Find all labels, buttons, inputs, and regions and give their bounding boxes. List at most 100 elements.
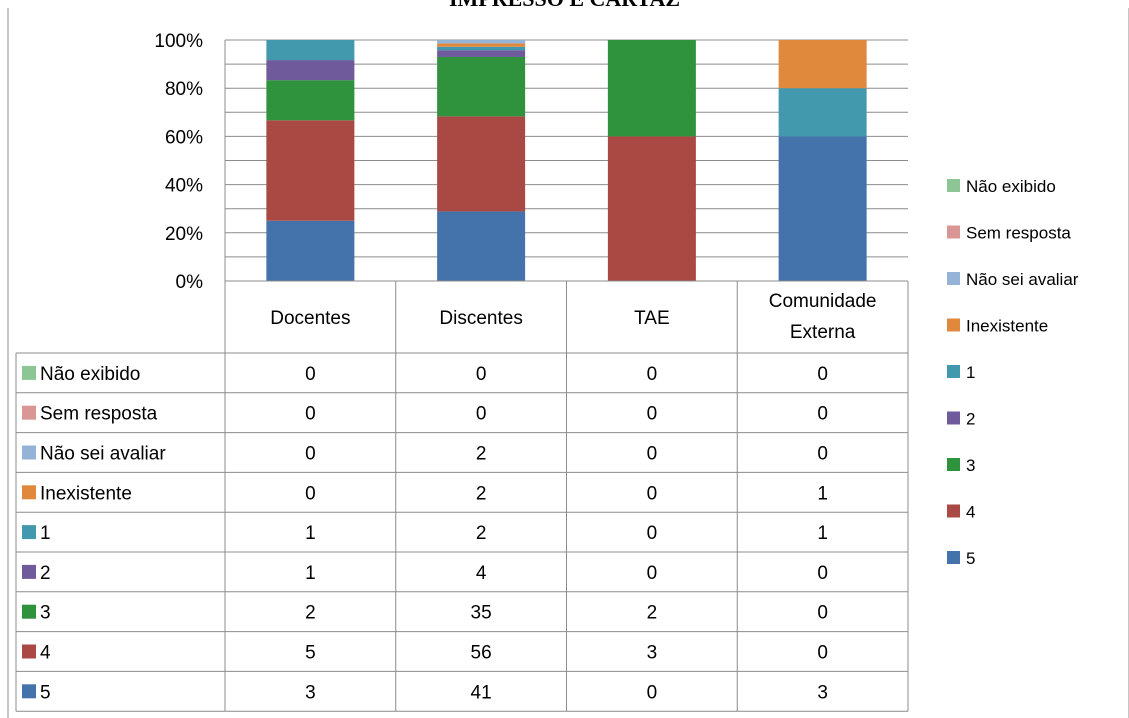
table-cell-value: 0 (817, 643, 828, 664)
table-row-label: 5 (40, 682, 51, 703)
table-row-label: Não exibido (40, 364, 140, 385)
table-cell-value: 1 (817, 483, 828, 504)
table-cell-value: 2 (476, 483, 487, 504)
table-cell-value: 0 (817, 563, 828, 584)
bar-segment (778, 40, 867, 89)
category-label: Docentes (270, 308, 350, 329)
bar-segment (437, 211, 526, 281)
legend-key (947, 458, 960, 471)
table-cell-value: 2 (476, 523, 487, 544)
table-legend-key (22, 405, 36, 420)
bar-segment (437, 46, 526, 51)
legend-label: Não sei avaliar (966, 270, 1079, 289)
bar-segment (437, 40, 526, 44)
chart-title: IMPRESSO E CARTAZ (0, 0, 1129, 12)
y-tick-label: 100% (154, 31, 203, 52)
legend-key (947, 225, 960, 239)
table-cell-value: 0 (647, 444, 658, 465)
table-row-label: Sem resposta (40, 404, 158, 425)
bar-segment (607, 136, 696, 281)
table-legend-key (22, 485, 36, 500)
category-label: TAE (634, 308, 670, 329)
bar-segment (266, 80, 355, 121)
table-legend-key (22, 604, 36, 619)
table-cell-value: 0 (647, 682, 658, 703)
legend-key (947, 551, 960, 564)
table-cell-value: 0 (476, 404, 487, 425)
bar-segment (778, 136, 867, 281)
table-cell-value: 0 (817, 364, 828, 385)
table-legend-key (22, 564, 36, 579)
legend-key (947, 411, 960, 425)
legend-label: 1 (966, 363, 975, 382)
bar-segment (266, 60, 355, 81)
table-cell-value: 0 (647, 483, 658, 504)
legend-key (947, 318, 960, 332)
table-cell-value: 0 (305, 444, 316, 465)
table-cell-value: 0 (817, 404, 828, 425)
table-cell-value: 2 (305, 603, 316, 624)
y-tick-label: 80% (165, 79, 203, 100)
table-cell-value: 0 (647, 563, 658, 584)
table-cell-value: 2 (476, 444, 487, 465)
table-row-label: 4 (40, 643, 51, 664)
bar-segment (266, 220, 355, 281)
table-cell-value: 0 (305, 483, 316, 504)
table-row-label: Inexistente (40, 483, 132, 504)
table-row-label: 1 (40, 523, 51, 544)
table-cell-value: 3 (817, 682, 828, 703)
bar-segment (607, 40, 696, 137)
table-cell-value: 3 (647, 643, 658, 664)
y-tick-label: 40% (165, 176, 203, 197)
table-cell-value: 0 (647, 404, 658, 425)
table-legend-key (22, 445, 36, 460)
table-cell-value: 1 (817, 523, 828, 544)
legend-label: 5 (966, 549, 975, 568)
table-legend-key (22, 525, 36, 540)
y-tick-label: 20% (165, 224, 203, 245)
bar-segment (778, 88, 867, 137)
table-cell-value: 5 (305, 643, 316, 664)
table-cell-value: 1 (305, 523, 316, 544)
legend-label: Não exibido (966, 177, 1056, 196)
bar-segment (437, 43, 526, 47)
bar-segment (266, 120, 355, 221)
table-cell-value: 41 (471, 682, 492, 703)
table-cell-value: 0 (476, 364, 487, 385)
y-tick-label: 0% (176, 272, 204, 293)
table-row-label: 2 (40, 563, 51, 584)
table-legend-key (22, 684, 36, 699)
table-cell-value: 0 (305, 364, 316, 385)
legend-key (947, 365, 960, 378)
table-row-label: Não sei avaliar (40, 444, 166, 465)
table-cell-value: 4 (476, 563, 487, 584)
legend-key (947, 179, 960, 192)
category-label: Externa (790, 322, 856, 343)
table-cell-value: 0 (647, 364, 658, 385)
table-cell-value: 56 (471, 643, 492, 664)
legend-label: 3 (966, 456, 975, 475)
legend-label: 2 (966, 410, 975, 429)
bar-segment (437, 50, 526, 57)
legend-key (947, 504, 960, 518)
table-cell-value: 0 (817, 444, 828, 465)
y-tick-label: 60% (165, 127, 203, 148)
table-row-label: 3 (40, 603, 51, 624)
table-cell-value: 2 (647, 603, 658, 624)
table-cell-value: 0 (647, 523, 658, 544)
legend-label: Sem resposta (966, 224, 1071, 243)
table-cell-value: 0 (817, 603, 828, 624)
bar-segment (437, 116, 526, 212)
legend-key (947, 272, 960, 285)
bar-segment (266, 40, 355, 61)
table-cell-value: 0 (305, 404, 316, 425)
table-legend-key (22, 365, 36, 380)
legend-label: 4 (966, 503, 975, 522)
category-label: Discentes (439, 308, 522, 329)
table-cell-value: 1 (305, 563, 316, 584)
table-cell-value: 3 (305, 682, 316, 703)
legend-label: Inexistente (966, 317, 1048, 336)
table-cell-value: 35 (471, 603, 492, 624)
